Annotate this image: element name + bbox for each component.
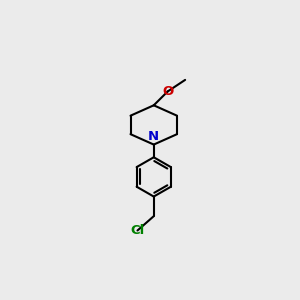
Text: O: O — [162, 85, 173, 98]
Text: Cl: Cl — [130, 224, 145, 237]
Text: N: N — [148, 130, 159, 143]
